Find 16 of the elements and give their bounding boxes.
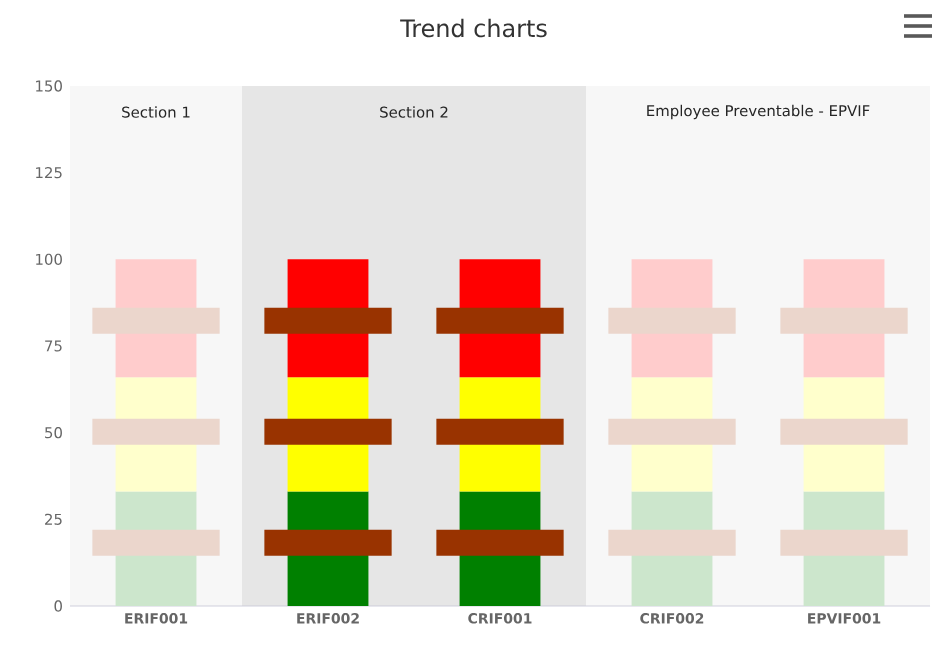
- bar: [436, 529, 564, 556]
- bar: [436, 418, 564, 445]
- bar: [780, 307, 908, 334]
- bar: [780, 529, 908, 556]
- bar: [436, 307, 564, 334]
- bar: [608, 307, 736, 334]
- bar: [264, 529, 392, 556]
- bar: [780, 418, 908, 445]
- bar: [608, 418, 736, 445]
- chart-title: Trend charts: [400, 18, 547, 38]
- bar: [92, 529, 220, 556]
- bar: [92, 307, 220, 334]
- bar: [264, 418, 392, 445]
- bar: [92, 418, 220, 445]
- bar: [608, 529, 736, 556]
- bar: [264, 307, 392, 334]
